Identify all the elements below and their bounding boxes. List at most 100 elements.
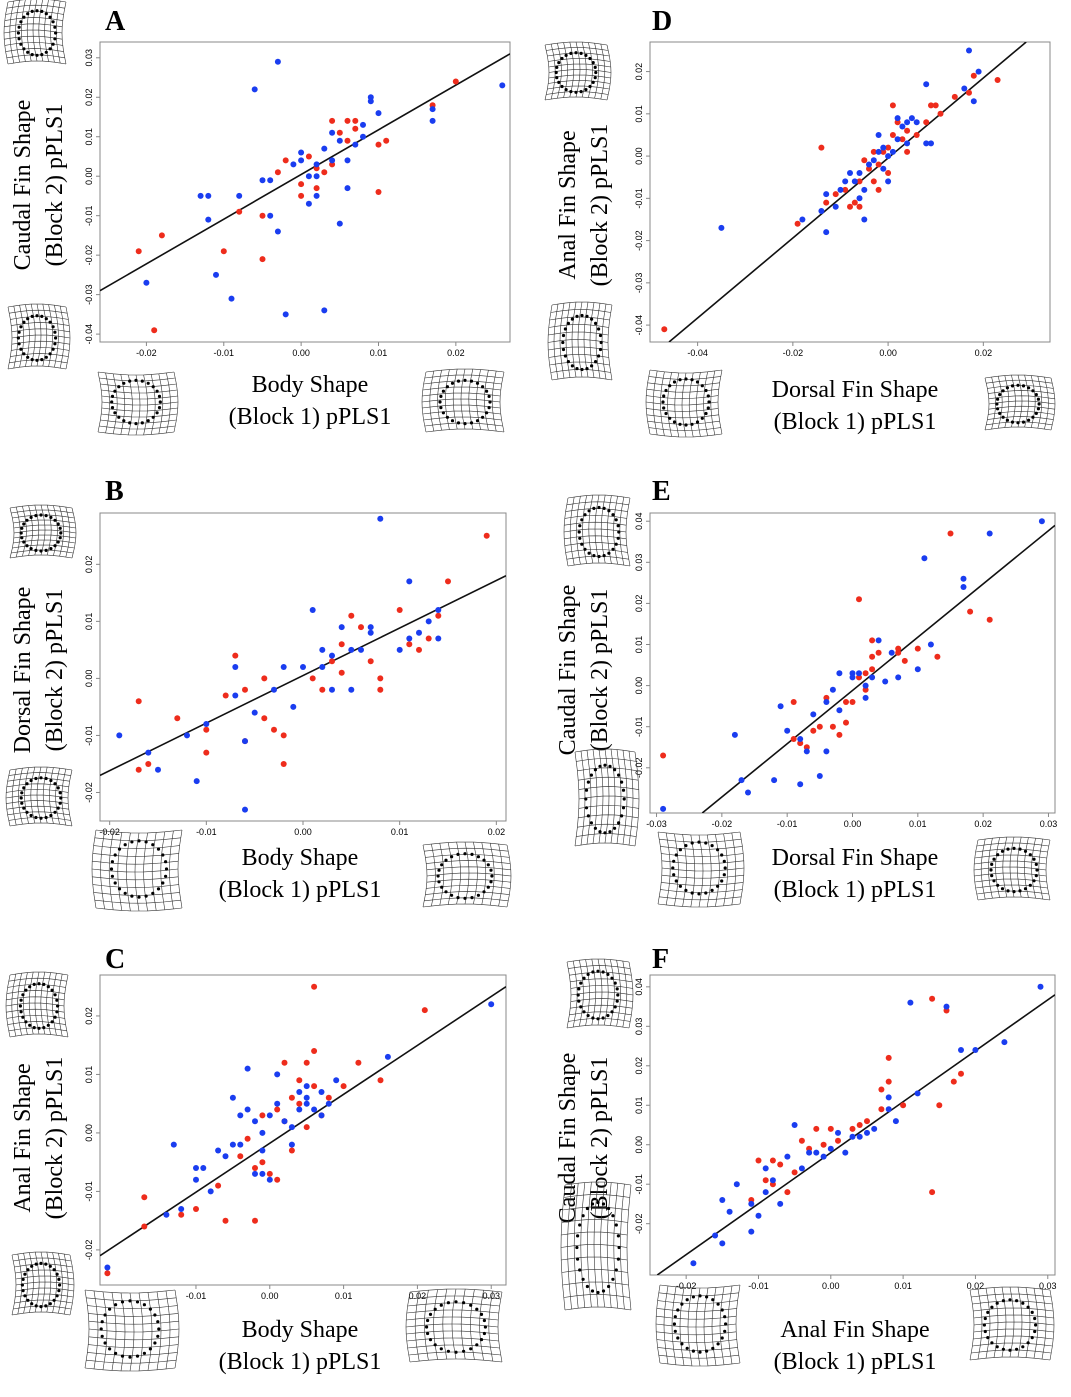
blue-point (797, 736, 804, 742)
grid-line (497, 1291, 503, 1363)
landmark-dot (445, 415, 449, 419)
y-axis-title-line1: Caudal Fin Shape (555, 1053, 581, 1224)
landmark-dot (720, 879, 724, 883)
red-point (336, 129, 343, 136)
landmark-dot (445, 385, 449, 389)
landmark-dot (30, 1264, 34, 1268)
landmark-dot (475, 1343, 479, 1347)
landmark-dot (576, 993, 580, 997)
red-point (298, 181, 305, 188)
y-axis-title-line2: (Block 2) pPLS1 (587, 124, 613, 287)
blue-point (259, 177, 266, 184)
deformation-grid-icon (97, 371, 179, 436)
landmark-dot (157, 1327, 161, 1331)
landmark-dot (158, 400, 162, 404)
landmark-dot (586, 1014, 590, 1018)
landmark-dot (50, 988, 54, 992)
blue-point (207, 1188, 214, 1195)
grid-line (52, 973, 57, 1036)
grid-line (544, 44, 550, 101)
blue-point (488, 1001, 495, 1008)
red-point (947, 530, 954, 537)
landmark-dot (51, 347, 55, 351)
blue-point (384, 1053, 391, 1060)
blue-point (818, 208, 825, 214)
landmark-dot (998, 393, 1002, 397)
blue-point (921, 555, 928, 562)
landmark-dot (100, 1334, 104, 1338)
landmark-dot (664, 388, 668, 393)
blue-point (435, 635, 442, 642)
landmark-dot (684, 377, 688, 381)
landmark-dot (428, 1312, 433, 1316)
grid-line (581, 42, 587, 98)
landmark-dot (1034, 411, 1038, 415)
deformation-grid-icon (969, 1286, 1055, 1361)
blue-point (215, 1147, 222, 1154)
landmark-dot (463, 852, 467, 856)
blue-point (266, 1176, 273, 1183)
landmark-dot (53, 25, 57, 29)
blue-point (690, 1260, 697, 1267)
red-point (820, 1141, 827, 1148)
landmark-dot (579, 90, 583, 94)
blue-point (960, 584, 967, 590)
landmark-dot (155, 389, 159, 393)
landmark-dot (46, 985, 50, 989)
landmark-dot (25, 782, 29, 786)
landmark-dot (17, 37, 21, 41)
landmark-dot (153, 1313, 157, 1317)
landmark-dot (113, 853, 117, 857)
landmark-dot (469, 1347, 473, 1351)
red-point (878, 1086, 885, 1093)
grid-line (61, 1, 67, 65)
panel-letter: D (652, 6, 672, 37)
landmark-dot (20, 536, 24, 540)
landmark-dot (441, 389, 445, 393)
landmark-dot (674, 879, 678, 883)
landmark-dot (607, 509, 611, 513)
red-point (259, 1112, 266, 1119)
blue-point (259, 1170, 266, 1177)
grid-line (717, 369, 723, 435)
blue-point (836, 707, 843, 714)
grid-line (969, 1356, 1051, 1361)
grid-line (54, 305, 59, 368)
grid-line (1017, 1287, 1023, 1358)
grid-line (101, 407, 178, 412)
blue-point (885, 178, 892, 185)
blue-point (329, 652, 335, 659)
grid-line (987, 416, 1054, 420)
blue-point (274, 1071, 281, 1078)
blue-point (923, 140, 930, 147)
x-axis-title-line1: Anal Fin Shape (780, 1317, 929, 1343)
red-point (901, 657, 908, 664)
landmark-dot (996, 407, 1000, 411)
grid-line (48, 304, 53, 367)
grid-line (1038, 839, 1044, 900)
grid-line (4, 35, 63, 40)
blue-point (197, 192, 204, 199)
regression-line (701, 524, 1055, 813)
blue-point (970, 98, 977, 105)
grid-line (657, 831, 663, 905)
landmark-dot (986, 1310, 990, 1314)
landmark-dot (475, 1307, 479, 1311)
y-tick-label: 0.00 (84, 167, 94, 185)
red-point (425, 635, 432, 642)
blue-point (222, 1153, 229, 1160)
landmark-dot (678, 848, 683, 852)
landmark-dot (578, 1268, 582, 1272)
landmark-dot (561, 333, 566, 338)
red-point (416, 646, 422, 653)
blue-point (842, 1149, 849, 1156)
landmark-dot (593, 826, 598, 830)
blue-point (856, 170, 863, 176)
landmark-dot (463, 378, 467, 382)
grid-line (426, 878, 511, 883)
blue-point (856, 1133, 863, 1140)
landmark-dot (161, 853, 165, 857)
panel-E: E -0.03 -0.02 -0.01 0.00 0.01 0.02 0.03 -0.02 -0.… (555, 476, 1057, 903)
grid-line (484, 370, 489, 431)
grid-line (560, 1244, 628, 1248)
